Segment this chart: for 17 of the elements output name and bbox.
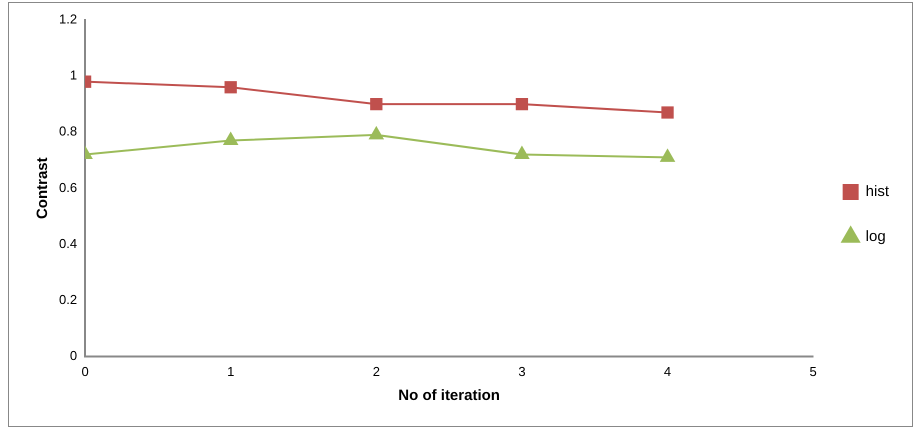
x-tick-label: 2 (372, 364, 380, 379)
legend-label: hist (866, 183, 890, 200)
y-tick-label: 1.2 (58, 12, 78, 27)
x-tick-label: 3 (518, 364, 526, 379)
x-tick-label: 4 (664, 364, 672, 379)
y-tick-label: 1 (70, 68, 78, 83)
x-tick-label: 0 (81, 364, 89, 379)
x-tick-label: 1 (227, 364, 234, 379)
x-tick-label: 5 (810, 364, 817, 379)
y-tick-label: 0.6 (58, 180, 78, 195)
x-axis-title: No of iteration (398, 387, 500, 404)
y-tick-label: 0.2 (58, 292, 78, 307)
y-tick-label: 0.8 (58, 124, 78, 139)
y-tick-label: 0.4 (58, 236, 78, 251)
legend-label: log (866, 228, 886, 246)
y-axis-title: Contrast (34, 157, 52, 220)
y-tick-label: 0 (70, 348, 78, 363)
